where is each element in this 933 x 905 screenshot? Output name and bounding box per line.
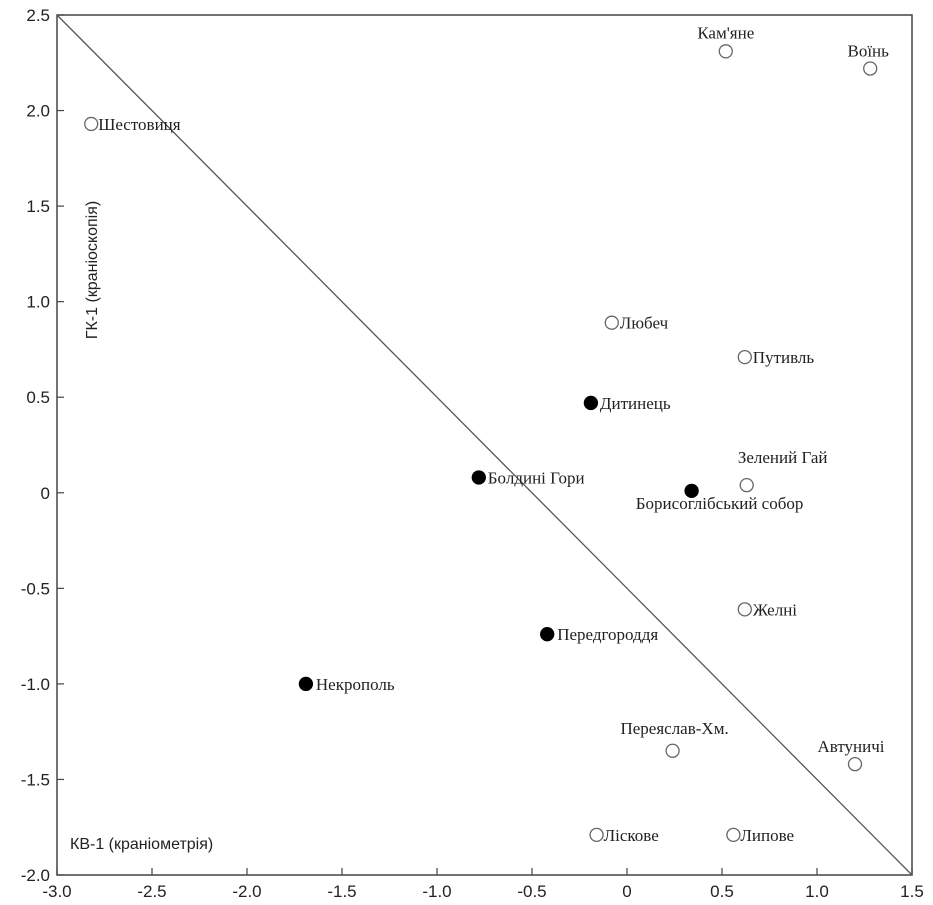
- point-label: Борисоглібський собор: [636, 494, 804, 513]
- y-tick-label: 0: [41, 484, 50, 503]
- x-tick-label: 0.5: [710, 882, 734, 901]
- y-tick-label: -0.5: [21, 579, 50, 598]
- data-point-filled: [298, 676, 314, 692]
- data-point-filled: [540, 627, 555, 642]
- point-label: Кам'яне: [697, 23, 754, 42]
- point-label: Путивль: [753, 348, 815, 367]
- x-tick-label: -0.5: [517, 882, 546, 901]
- data-point-open: [718, 44, 733, 59]
- data-point-filled: [684, 483, 699, 499]
- y-tick-label: -1.5: [21, 770, 50, 789]
- point-label: Дитинець: [600, 394, 671, 413]
- point-label: Автуничі: [817, 737, 884, 756]
- y-tick-label: -1.0: [21, 675, 50, 694]
- data-point-open: [84, 116, 99, 132]
- data-point-open: [589, 827, 604, 843]
- point-label: Переяслав-Хм.: [620, 719, 728, 738]
- y-tick-label: -2.0: [21, 866, 50, 885]
- point-label: Ліскове: [604, 826, 659, 845]
- point-label: Передгороддя: [557, 625, 658, 644]
- data-point-open: [665, 743, 680, 758]
- x-tick-label: -3.0: [42, 882, 71, 901]
- data-point-open: [726, 827, 741, 843]
- data-point-filled: [583, 395, 599, 411]
- x-axis: -3.0 -2.5 -2.0 -1.5 -1.0 -0.5 0 0.5 1.0 1.5: [42, 868, 924, 901]
- data-point-open: [604, 315, 619, 330]
- plot-frame: [56, 14, 913, 876]
- point-label: Болдині Гори: [488, 468, 585, 487]
- y-tick-label: 2.5: [26, 6, 50, 25]
- y-tick-label: 1.5: [26, 197, 50, 216]
- x-tick-label: -2.5: [137, 882, 166, 901]
- point-label: Воїнь: [847, 42, 889, 61]
- x-tick-label: -1.5: [327, 882, 356, 901]
- point-label: Некрополь: [316, 675, 395, 694]
- data-point-open: [847, 757, 863, 772]
- x-tick-label: 1.5: [900, 882, 924, 901]
- point-label: Липове: [740, 826, 794, 845]
- y-tick-label: 2.0: [26, 102, 50, 121]
- data-point-open: [863, 61, 878, 76]
- point-label: Желні: [753, 600, 797, 619]
- data-point-filled: [471, 470, 486, 485]
- diagonal-reference-line: [56, 14, 913, 876]
- data-point-open: [737, 349, 752, 365]
- data-point-open: [737, 602, 752, 617]
- point-label: Шестовиця: [98, 115, 181, 134]
- x-tick-label: -1.0: [422, 882, 451, 901]
- data-points: Шестовиця Кам'яне Воїнь Любеч Путивль Дитинец…: [84, 23, 889, 845]
- x-tick-label: -2.0: [232, 882, 261, 901]
- point-label: Зелений Гай: [738, 448, 828, 467]
- data-point-open: [739, 477, 754, 493]
- x-axis-title: КВ-1 (краніометрія): [70, 836, 213, 853]
- x-tick-label: 1.0: [805, 882, 829, 901]
- point-label: Любеч: [620, 314, 669, 333]
- y-tick-label: 1.0: [26, 293, 50, 312]
- y-tick-label: 0.5: [26, 388, 50, 407]
- y-axis: 2.5 2.0 1.5 1.0 0.5 0 -0.5 -1.0 -1.5 -2.0: [21, 6, 64, 885]
- x-tick-label: 0: [622, 882, 631, 901]
- y-axis-title: ГК-1 (краніоскопія): [84, 201, 101, 339]
